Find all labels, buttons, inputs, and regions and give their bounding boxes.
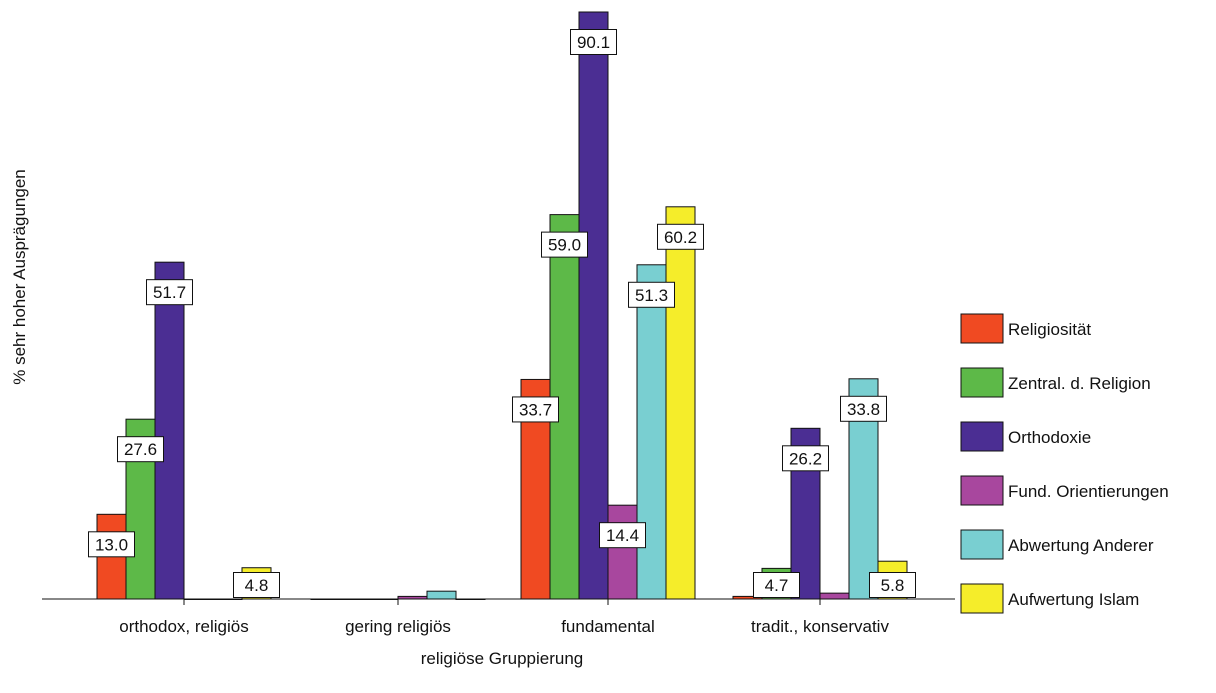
legend-swatch-aufwertung-islam	[960, 583, 1004, 614]
legend-label: Religiosität	[1008, 320, 1091, 339]
data-label-box	[512, 396, 559, 423]
x-tick-label: fundamental	[561, 617, 655, 636]
data-label-box	[840, 395, 887, 422]
data-label-box	[541, 231, 588, 258]
legend-swatch-fund-orientierungen	[960, 475, 1004, 506]
x-axis-title: religiöse Gruppierung	[421, 649, 584, 668]
legend-label: Zentral. d. Religion	[1008, 374, 1151, 393]
data-label-box	[869, 572, 916, 598]
data-label: 51.7	[153, 283, 186, 302]
legend-label: Aufwertung Islam	[1008, 590, 1139, 609]
x-tick-label: gering religiös	[345, 617, 451, 636]
y-axis-title: % sehr hoher Ausprägungen	[10, 169, 29, 385]
data-label: 26.2	[789, 449, 822, 468]
bar-orthodoxie	[154, 261, 185, 600]
data-label-box	[233, 572, 280, 598]
x-tick-label: orthodox, religiös	[119, 617, 248, 636]
data-label-box	[628, 281, 675, 308]
legend-swatch-abwertung-anderer	[960, 529, 1004, 560]
data-label: 33.7	[519, 400, 552, 419]
data-label-box	[657, 223, 704, 250]
legend-label: Orthodoxie	[1008, 428, 1091, 447]
data-label: 27.6	[124, 440, 157, 459]
data-label-box	[599, 522, 646, 549]
legend-label: Abwertung Anderer	[1008, 536, 1154, 555]
data-label-box	[753, 572, 800, 598]
data-label: 90.1	[577, 33, 610, 52]
legend-label: Fund. Orientierungen	[1008, 482, 1169, 501]
data-label: 33.8	[847, 400, 880, 419]
bar-abwertung-anderer	[212, 598, 243, 600]
bar-fund-orientierungen	[397, 595, 428, 600]
bar-orthodoxie	[368, 598, 399, 600]
legend-swatch-orthodoxie	[960, 421, 1004, 452]
data-label: 59.0	[548, 236, 581, 255]
data-label: 4.7	[765, 576, 789, 595]
bar-religiositat	[310, 598, 341, 600]
bar-aufwertung-islam	[455, 598, 486, 600]
data-label: 51.3	[635, 286, 668, 305]
data-label-box	[146, 279, 193, 306]
x-ticks-group: orthodox, religiös gering religiös fundame…	[119, 599, 889, 636]
data-labels-group: 13.0 33.7 27.6 59.0 4.7 51.7 90.1 26.2 14.4 51.3 3…	[88, 29, 916, 598]
data-label: 5.8	[881, 576, 905, 595]
legend: Religiosität Zentral. d. Religion Orthodox…	[960, 313, 1169, 614]
data-label-box	[117, 436, 164, 463]
bars-group	[96, 11, 908, 600]
legend-swatch-religiositat	[960, 313, 1004, 344]
bar-zentral-d-religion	[339, 598, 370, 600]
x-tick-label: tradit., konservativ	[751, 617, 889, 636]
bar-fund-orientierungen	[183, 598, 214, 600]
bar-abwertung-anderer	[426, 590, 457, 600]
bar-abwertung-anderer	[636, 264, 667, 600]
data-label: 13.0	[95, 535, 128, 554]
bar-fund-orientierungen	[607, 504, 638, 600]
data-label-box	[782, 445, 829, 472]
bar-fund-orientierungen	[819, 592, 850, 600]
data-label-box	[570, 29, 617, 55]
data-label: 4.8	[245, 576, 269, 595]
legend-swatch-zentral-d-religion	[960, 367, 1004, 398]
bar-aufwertung-islam	[665, 206, 696, 600]
data-label: 14.4	[606, 526, 639, 545]
bar-orthodoxie	[578, 11, 609, 600]
data-label-box	[88, 531, 135, 558]
data-label: 60.2	[664, 228, 697, 247]
